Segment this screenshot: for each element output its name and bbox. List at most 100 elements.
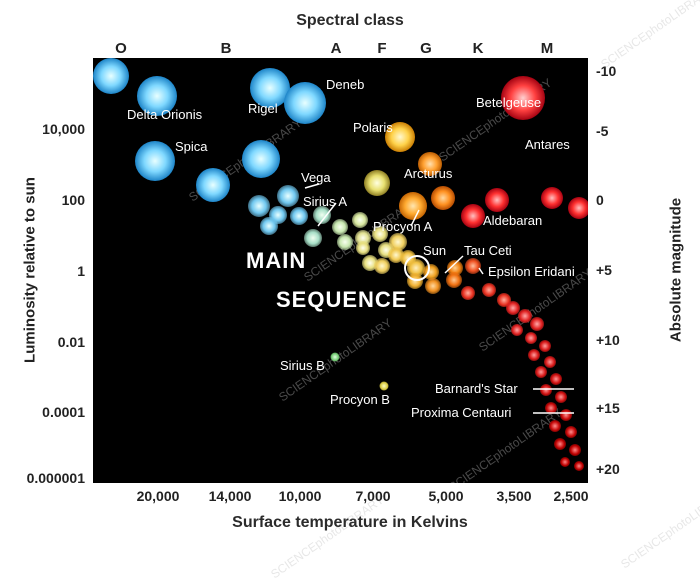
- spectral-class-b: B: [220, 40, 232, 57]
- label-polaris: Polaris: [353, 120, 393, 135]
- label-epsilon-eridani: Epsilon Eridani: [488, 264, 575, 279]
- main-sequence-label-sequence: SEQUENCE: [276, 287, 408, 312]
- aldebaran-star: [461, 204, 485, 228]
- main-sequence-star: [356, 241, 370, 255]
- temperature-tick: 2,500: [553, 488, 589, 504]
- main-sequence-label-main: MAIN: [246, 248, 307, 273]
- main-sequence-star: [260, 217, 278, 235]
- temperature-tick: 20,000: [136, 488, 180, 504]
- epsilon-eridani-star: [425, 278, 441, 294]
- main-sequence-star: [465, 258, 481, 274]
- label-spica: Spica: [175, 139, 208, 154]
- red-dwarf-star: [525, 332, 537, 344]
- red-dwarf-star: [461, 286, 475, 300]
- vega-pointer-line: [304, 183, 320, 189]
- red-dwarf-star: [560, 457, 570, 467]
- main-sequence-star: [407, 273, 423, 289]
- main-sequence-star: [332, 219, 348, 235]
- red-dwarf-star: [530, 317, 544, 331]
- top-axis-title: Spectral class: [296, 12, 404, 29]
- red-dwarf-star: [554, 438, 566, 450]
- magnitude-tick: 0: [596, 192, 604, 208]
- label-aldebaran: Aldebaran: [483, 213, 543, 228]
- label-sirius-a: Sirius A: [303, 194, 348, 209]
- label-rigel: Rigel: [248, 101, 278, 116]
- vega-star: [277, 185, 299, 207]
- main-sequence-star: [313, 206, 331, 224]
- procyon-a-pointer-line: [410, 209, 420, 227]
- sun-star: [407, 259, 425, 277]
- main-sequence-star: [352, 212, 368, 228]
- label-antares: Antares: [525, 137, 570, 152]
- red-dwarf-star: [569, 444, 581, 456]
- hr-diagram-plot: SCIENCEphotoLIBRARY SCIENCEphotoLIBRARY …: [93, 58, 588, 483]
- proxima-centauri-star: [545, 402, 557, 414]
- epsilon-eridani-pointer-line: [478, 267, 484, 275]
- red-dwarf-star: [574, 461, 584, 471]
- spectral-class-m: M: [540, 40, 554, 57]
- label-deneb: Deneb: [326, 77, 365, 92]
- temperature-tick: 3,500: [496, 488, 532, 504]
- red-giant-star: [485, 188, 509, 212]
- deneb-star: [284, 82, 326, 124]
- arcturus-star: [399, 192, 427, 220]
- red-dwarf-star: [511, 324, 523, 336]
- temperature-tick: 14,000: [208, 488, 252, 504]
- label-sirius-b: Sirius B: [280, 358, 325, 373]
- red-dwarf-star: [506, 301, 520, 315]
- label-procyon-a: Procyon A: [373, 219, 433, 234]
- pointer-lines: [304, 183, 574, 414]
- red-giant-star: [568, 197, 588, 219]
- label-procyon-b: Procyon B: [330, 392, 390, 407]
- sun-marker-circle: [404, 255, 430, 281]
- magnitude-tick: +20: [596, 461, 620, 477]
- magnitude-tick: +10: [596, 332, 620, 348]
- delta-orionis-star: [137, 76, 177, 116]
- luminosity-tick: 0.000001: [26, 470, 85, 486]
- label-vega: Vega: [301, 170, 331, 185]
- procyon-a-star: [389, 233, 407, 251]
- label-barnards-star: Barnard's Star: [435, 381, 518, 396]
- polaris-star: [385, 122, 415, 152]
- procyon-b-star: [379, 381, 389, 391]
- temperature-tick: 5,000: [428, 488, 464, 504]
- label-proxima-centauri: Proxima Centauri: [411, 405, 512, 420]
- red-dwarf-star: [518, 309, 532, 323]
- tau-ceti-pointer-line: [444, 255, 464, 274]
- main-sequence-star: [446, 272, 462, 288]
- magnitude-tick: +5: [596, 262, 612, 278]
- main-sequence-star: [372, 226, 388, 242]
- temperature-tick: 10,000: [278, 488, 322, 504]
- red-dwarf-star: [482, 283, 496, 297]
- red-dwarf-star: [540, 384, 552, 396]
- watermark: SCIENCEphotoLIBRARY: [598, 0, 700, 72]
- main-sequence-star: [337, 234, 353, 250]
- label-delta-orionis: Delta Orionis: [127, 107, 203, 122]
- luminosity-tick: 0.0001: [42, 404, 85, 420]
- red-dwarf-star: [549, 420, 561, 432]
- rigel-star: [250, 68, 290, 108]
- blue-supergiant-star: [93, 58, 129, 94]
- magnitude-tick: +15: [596, 400, 620, 416]
- sirius-a-pointer-line: [317, 202, 337, 227]
- label-betelgeuse: Betelgeuse: [476, 95, 542, 110]
- yellow-giant-star: [364, 170, 390, 196]
- main-sequence-star: [290, 207, 308, 225]
- label-sun: Sun: [423, 243, 447, 258]
- yellow-giant-star: [418, 152, 442, 176]
- label-arcturus: Arcturus: [404, 166, 453, 181]
- red-dwarf-star: [528, 349, 540, 361]
- watermark: SCIENCEphotoLIBRARY: [268, 492, 387, 581]
- red-dwarf-star: [544, 356, 556, 368]
- label-tau-ceti: Tau Ceti: [464, 243, 512, 258]
- red-dwarf-star: [565, 426, 577, 438]
- main-sequence-star: [374, 258, 390, 274]
- barnards-star: [550, 373, 562, 385]
- luminosity-tick: 0.01: [57, 334, 85, 350]
- magnitude-tick: -5: [596, 123, 609, 139]
- main-sequence-star: [248, 195, 270, 217]
- bottom-axis-title: Surface temperature in Kelvins: [232, 514, 468, 531]
- blue-giant-star: [242, 140, 280, 178]
- spectral-class-o: O: [115, 40, 127, 57]
- luminosity-tick: 10,000: [42, 121, 85, 137]
